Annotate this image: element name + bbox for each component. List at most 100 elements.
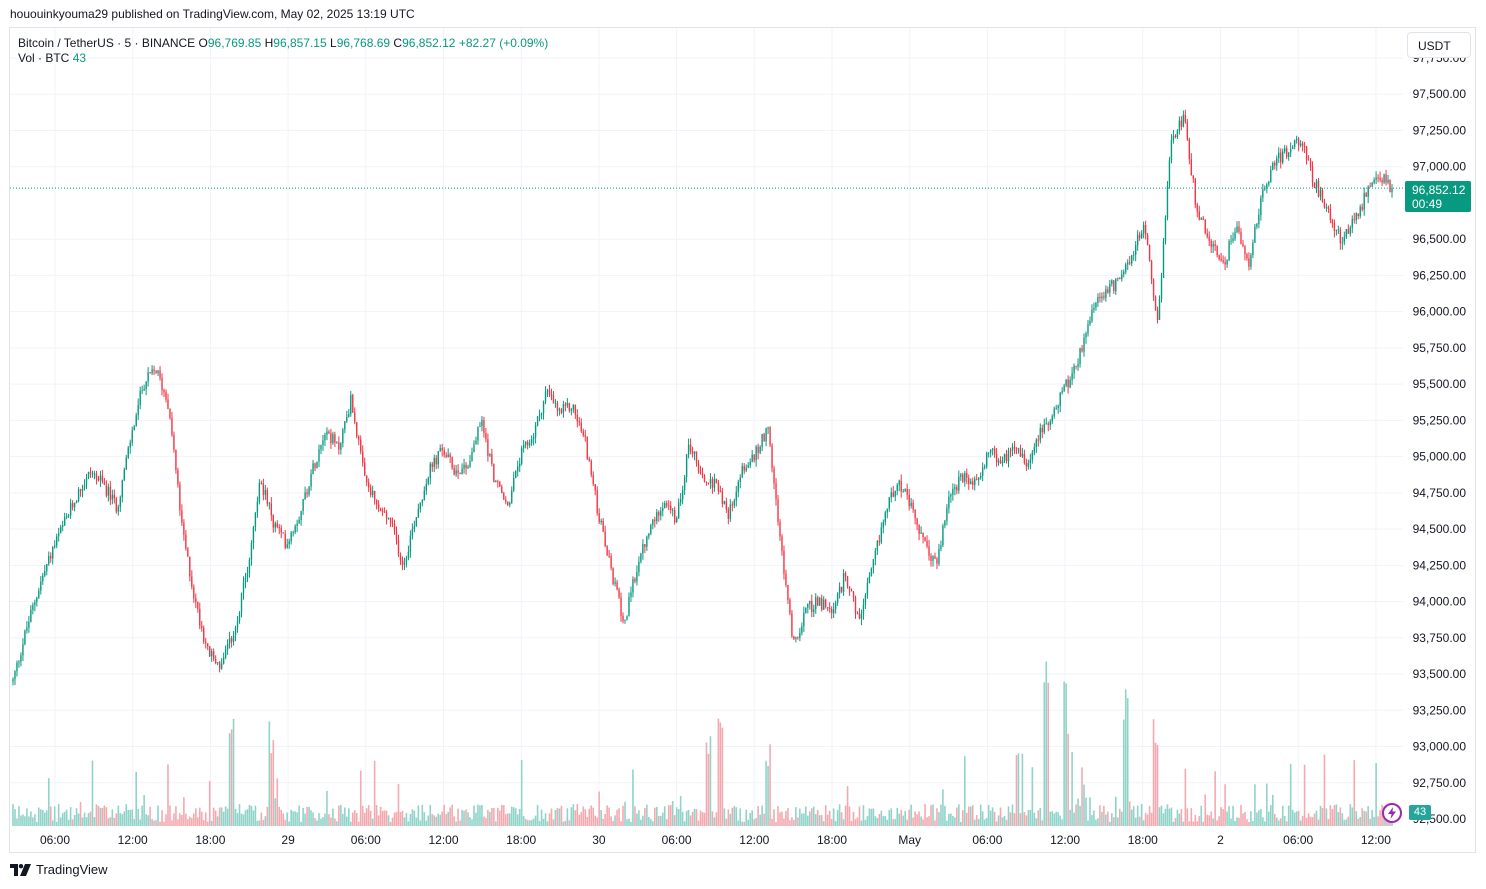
volume-bar <box>747 819 749 826</box>
volume-bar <box>449 807 451 826</box>
volume-bar <box>928 816 930 826</box>
candle-body <box>1226 260 1228 265</box>
candle-body <box>260 483 263 484</box>
candle-body <box>950 494 952 497</box>
volume-bar <box>497 807 499 826</box>
candle-body <box>1381 180 1383 183</box>
volume-bar <box>411 809 414 826</box>
volume-bar <box>274 798 277 826</box>
candle-body <box>1287 152 1290 157</box>
volume-bar <box>960 821 962 826</box>
volume-bar <box>355 812 358 826</box>
candle-body <box>868 576 871 584</box>
volume-bar <box>830 819 833 826</box>
candle-body <box>783 550 785 574</box>
volume-bar <box>320 818 322 826</box>
candle-body <box>330 433 332 444</box>
volume-bar <box>87 813 90 826</box>
volume-bar <box>795 807 797 826</box>
candle-body <box>1375 177 1377 180</box>
volume-label[interactable]: Vol · BTC <box>18 51 70 65</box>
volume-bar <box>657 815 660 826</box>
volume-bar <box>1198 816 1201 826</box>
volume-bar <box>723 808 726 826</box>
volume-bar <box>1305 817 1308 826</box>
volume-bar <box>1164 808 1167 826</box>
volume-bar <box>61 813 64 826</box>
candle-body <box>1025 463 1028 467</box>
candle-body <box>65 515 68 518</box>
candle-body <box>177 470 179 485</box>
volume-bar <box>1196 821 1199 826</box>
volume-bar <box>963 756 966 826</box>
volume-bar <box>1130 809 1133 826</box>
bolt-icon[interactable] <box>1382 803 1402 823</box>
candle-body <box>1218 255 1220 259</box>
y-tick-label: 94,000.00 <box>1413 595 1467 609</box>
candle-body <box>928 546 930 557</box>
candle-body <box>797 637 799 639</box>
chart-frame[interactable] <box>9 27 1476 853</box>
candle-body <box>139 390 141 405</box>
volume-bar <box>787 808 789 826</box>
candle-body <box>660 510 662 516</box>
y-tick-label: 95,250.00 <box>1413 413 1467 427</box>
close-label: C <box>393 36 403 50</box>
candle-body <box>214 659 217 664</box>
candle-body <box>431 463 433 468</box>
candle-body <box>687 444 690 455</box>
candle-body <box>1099 296 1101 299</box>
volume-bar <box>1043 682 1046 826</box>
candle-body <box>1178 120 1181 131</box>
candle-body <box>711 479 714 488</box>
candle-body <box>562 404 565 413</box>
volume-bar <box>344 807 346 826</box>
volume-bar <box>43 812 46 826</box>
volume-bar <box>91 760 94 826</box>
candle-body <box>312 463 314 475</box>
candle-body <box>499 481 501 487</box>
volume-bar <box>926 817 928 826</box>
volume-bar <box>1266 783 1268 826</box>
candle-body <box>554 403 557 404</box>
candle-body <box>133 426 135 431</box>
volume-bar <box>1323 754 1326 826</box>
candle-body <box>646 536 648 547</box>
candle-body <box>290 532 292 542</box>
volume-bar <box>1079 805 1081 826</box>
candle-body <box>443 450 445 456</box>
candle-body <box>344 421 346 430</box>
volume-bar <box>632 769 634 826</box>
volume-bar <box>421 804 424 826</box>
volume-bar <box>57 804 60 826</box>
volume-bar <box>399 811 402 826</box>
candle-body <box>638 561 640 573</box>
volume-bar <box>717 718 720 826</box>
candle-body <box>477 426 479 441</box>
volume-bar <box>471 819 473 826</box>
volume-bar <box>1333 805 1336 826</box>
footer-brand[interactable]: TradingView <box>10 862 108 877</box>
candle-body <box>668 505 670 507</box>
candle-body <box>974 478 976 486</box>
volume-bar <box>638 810 640 826</box>
candle-body <box>288 541 290 545</box>
candle-body <box>1136 234 1139 246</box>
volume-bar <box>1295 811 1298 826</box>
candle-body <box>278 526 280 529</box>
volume-bar <box>983 819 986 826</box>
volume-bar <box>463 810 465 826</box>
candle-body <box>433 457 435 468</box>
symbol-name[interactable]: Bitcoin / TetherUS · 5 · BINANCE <box>18 36 196 50</box>
candle-body <box>457 470 459 473</box>
candle-body <box>809 601 811 604</box>
volume-bar <box>1250 811 1252 826</box>
currency-button[interactable]: USDT <box>1407 32 1471 58</box>
volume-bar <box>324 813 326 826</box>
candle-body <box>191 576 193 587</box>
high-label: H <box>264 36 274 50</box>
candle-body <box>1365 193 1367 197</box>
volume-bar <box>284 819 287 826</box>
volume-bar <box>518 808 521 826</box>
